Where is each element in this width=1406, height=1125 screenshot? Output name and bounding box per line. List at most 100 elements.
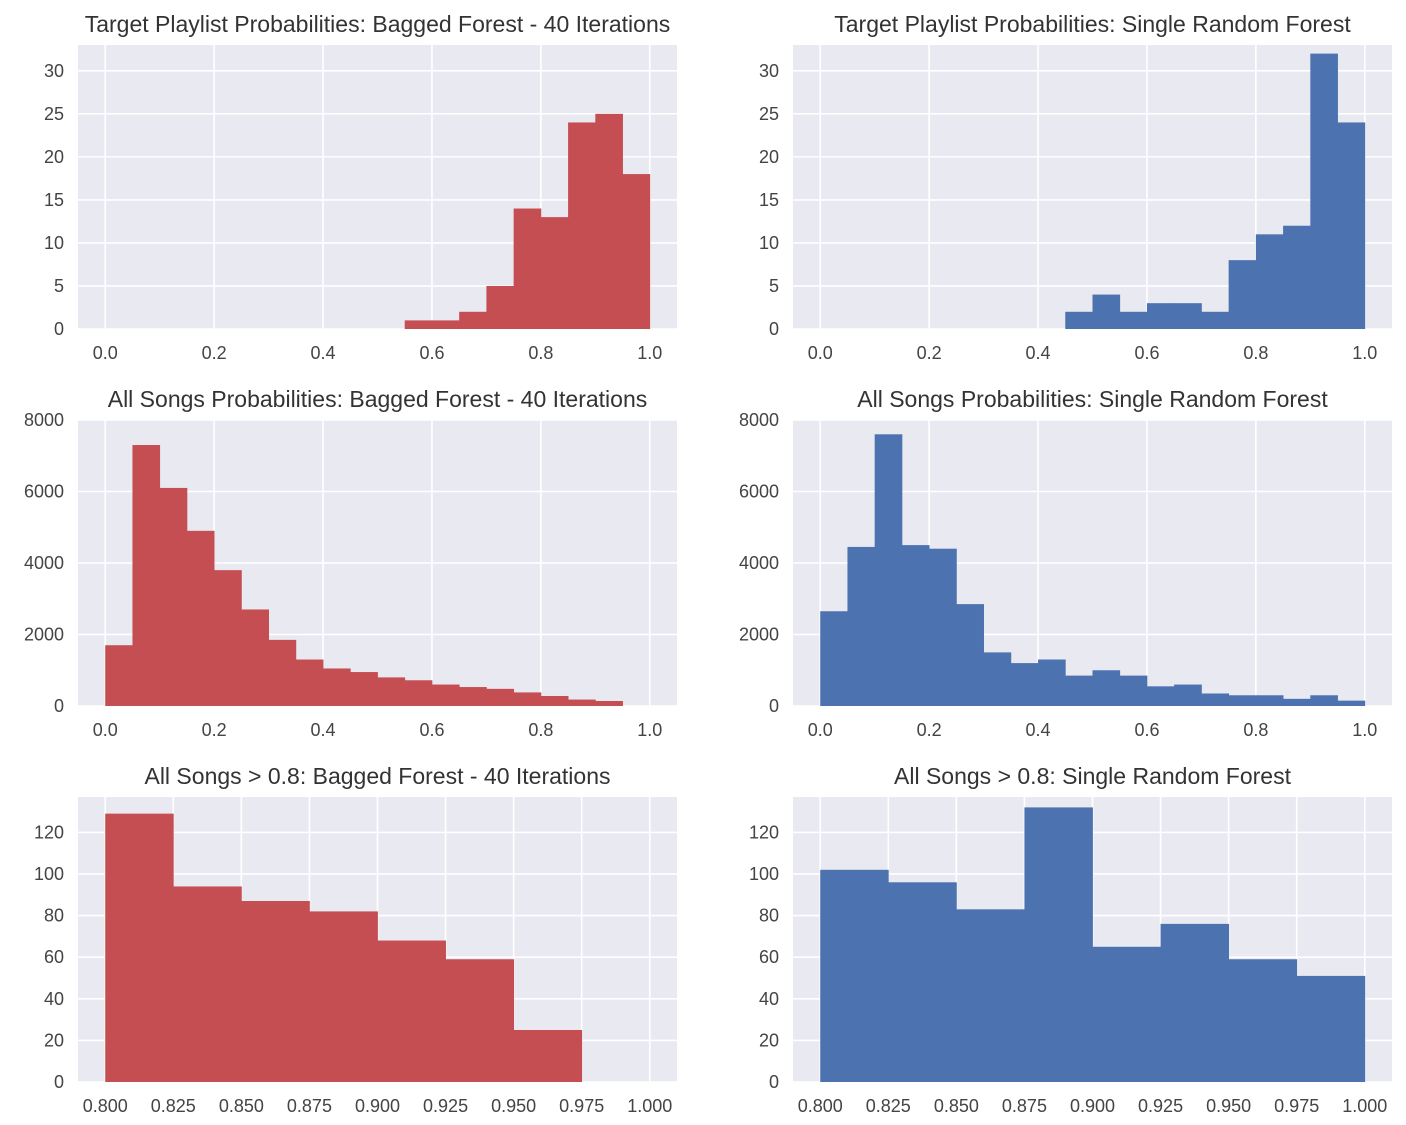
- histogram-bar: [1310, 53, 1338, 330]
- histogram-bar: [377, 677, 406, 706]
- histogram-bar: [159, 487, 188, 706]
- histogram-bar: [1201, 311, 1230, 329]
- histogram-bar: [1228, 959, 1298, 1082]
- histogram-bar: [431, 684, 460, 706]
- histogram-bar: [888, 882, 957, 1082]
- histogram-bar: [404, 680, 433, 706]
- x-tick-label: 0.8: [1243, 720, 1268, 740]
- y-tick-label: 25: [44, 104, 64, 124]
- histogram-bar: [1024, 807, 1093, 1082]
- y-tick-label: 20: [759, 1030, 779, 1050]
- histogram-bar: [295, 659, 324, 706]
- y-tick-label: 5: [54, 276, 64, 296]
- histogram-bar: [1065, 675, 1093, 706]
- y-tick-label: 4000: [24, 553, 64, 573]
- histogram-bar: [241, 609, 269, 706]
- histogram-bar: [1337, 122, 1366, 329]
- chart-single-all: All Songs Probabilities: Single Random F…: [739, 386, 1392, 740]
- x-tick-label: 0.900: [1070, 1096, 1115, 1116]
- histogram-bar: [1174, 684, 1202, 706]
- y-tick-label: 60: [759, 947, 779, 967]
- histogram-bar: [309, 911, 378, 1082]
- x-tick-label: 0.6: [1134, 343, 1159, 363]
- y-tick-label: 0: [54, 1072, 64, 1092]
- histogram-bar: [1296, 975, 1366, 1082]
- x-tick-label: 0.2: [917, 720, 942, 740]
- x-tick-label: 0.950: [491, 1096, 536, 1116]
- x-tick-label: 1.0: [1352, 720, 1377, 740]
- y-tick-label: 20: [759, 147, 779, 167]
- histogram-bar: [901, 545, 930, 706]
- histogram-bar: [1038, 659, 1066, 706]
- histogram-bar: [105, 645, 133, 706]
- histogram-bar: [1119, 311, 1148, 329]
- y-tick-label: 0: [54, 696, 64, 716]
- x-tick-label: 0.8: [528, 720, 553, 740]
- histogram-bar: [513, 1029, 583, 1082]
- x-tick-label: 1.0: [637, 343, 662, 363]
- histogram-bar: [268, 639, 297, 706]
- x-tick-label: 0.0: [808, 720, 833, 740]
- chart-title: All Songs Probabilities: Bagged Forest -…: [108, 386, 648, 412]
- y-tick-label: 2000: [739, 625, 779, 645]
- x-tick-label: 0.825: [151, 1096, 196, 1116]
- histogram-bar: [956, 604, 984, 706]
- histogram-bar: [459, 311, 487, 329]
- histogram-bar: [956, 909, 1025, 1082]
- x-tick-label: 0.0: [808, 343, 833, 363]
- y-tick-label: 0: [769, 319, 779, 339]
- histogram-bar: [568, 699, 596, 706]
- histogram-bar: [1283, 698, 1311, 706]
- histogram-bar: [105, 813, 174, 1082]
- x-tick-label: 0.825: [866, 1096, 911, 1116]
- x-tick-label: 0.875: [287, 1096, 332, 1116]
- x-tick-label: 0.0: [93, 343, 118, 363]
- y-tick-label: 2000: [24, 625, 64, 645]
- x-tick-label: 0.4: [1026, 343, 1051, 363]
- x-tick-label: 0.850: [219, 1096, 264, 1116]
- chart-bagged-top: All Songs > 0.8: Bagged Forest - 40 Iter…: [34, 763, 677, 1116]
- y-tick-label: 80: [44, 906, 64, 926]
- histogram-bar: [445, 959, 515, 1082]
- histogram-bar: [186, 530, 215, 706]
- histogram-bar: [1174, 303, 1202, 329]
- histogram-bar: [1160, 923, 1230, 1082]
- x-tick-label: 0.2: [917, 343, 942, 363]
- y-tick-label: 20: [44, 1030, 64, 1050]
- histogram-bar: [568, 122, 596, 329]
- histogram-bar: [820, 611, 848, 706]
- x-tick-label: 0.925: [1138, 1096, 1183, 1116]
- histogram-bar: [173, 886, 242, 1082]
- chart-title: Target Playlist Probabilities: Single Ra…: [834, 11, 1351, 37]
- x-tick-label: 0.2: [202, 343, 227, 363]
- x-tick-label: 0.875: [1002, 1096, 1047, 1116]
- y-tick-label: 60: [44, 947, 64, 967]
- histogram-bar: [983, 652, 1012, 706]
- x-tick-label: 0.925: [423, 1096, 468, 1116]
- y-tick-label: 100: [749, 864, 779, 884]
- histogram-bar: [874, 434, 903, 706]
- y-tick-label: 20: [44, 147, 64, 167]
- histogram-bar: [513, 208, 542, 329]
- y-tick-label: 5: [769, 276, 779, 296]
- histogram-bar: [1228, 695, 1257, 706]
- histogram-bar: [1337, 700, 1366, 706]
- y-tick-label: 30: [759, 61, 779, 81]
- y-tick-label: 6000: [24, 482, 64, 502]
- histogram-bar: [241, 901, 310, 1082]
- histogram-bar: [820, 869, 889, 1082]
- histogram-bar: [595, 700, 623, 706]
- y-tick-label: 40: [44, 989, 64, 1009]
- y-tick-label: 30: [44, 61, 64, 81]
- y-tick-label: 15: [759, 190, 779, 210]
- histogram-bar: [1092, 946, 1161, 1082]
- histogram-bar: [486, 688, 515, 706]
- x-tick-label: 0.8: [528, 343, 553, 363]
- histogram-bar: [214, 570, 242, 706]
- y-tick-label: 8000: [24, 410, 64, 430]
- histogram-bar: [1255, 695, 1284, 706]
- y-tick-label: 10: [759, 233, 779, 253]
- histogram-bar: [1283, 225, 1311, 329]
- y-tick-label: 80: [759, 906, 779, 926]
